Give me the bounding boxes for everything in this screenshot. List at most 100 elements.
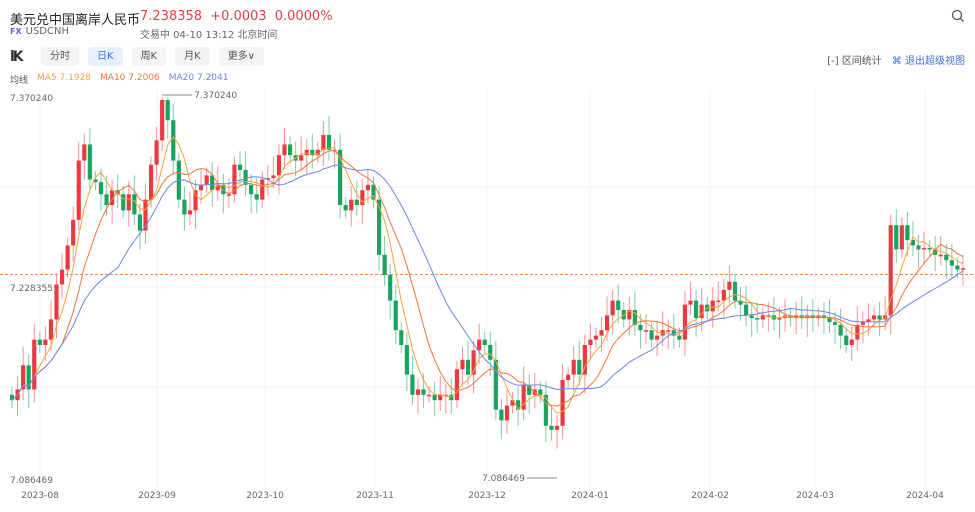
candle-body [655,335,660,340]
candle-body [582,345,587,375]
candle-body [554,425,560,430]
instrument-title: 美元兑中国离岸人民币 [10,13,141,28]
candle-body [955,265,960,270]
candle-body [905,225,910,241]
candle-body [388,275,393,301]
candle-body [415,389,421,395]
price-change-pct: 0.0000% [274,9,333,24]
candle-body [816,315,821,319]
range-stats-button[interactable]: [-] 区间统计 [827,52,882,67]
candle-body [883,315,888,320]
x-tick-label: 2023-10 [246,491,284,501]
range-stats-label: 区间统计 [841,56,882,67]
candle-body [232,164,237,195]
exit-view-icon: ⌘ [891,56,902,67]
ma5-line [11,136,964,414]
candle-body [471,350,476,375]
candle-body [938,254,943,257]
x-tick-label: 2023-09 [138,491,176,501]
candle-body [794,315,799,319]
candle-body [866,319,871,323]
candle-body [454,369,459,401]
ma10-value: MA10 7.2006 [100,73,160,83]
candle-body [410,374,415,395]
candle-body [721,289,726,301]
candle-body [688,300,693,305]
candle-body [276,155,282,176]
candle-body [9,394,15,401]
candle-body [504,405,510,421]
tab-intraday[interactable]: 分时 [41,47,79,66]
candle-body [616,300,621,311]
candle-body [732,281,738,301]
ma5-value: MA5 7.1928 [37,73,92,83]
candle-body [371,184,376,200]
tab-daily-k[interactable]: 日K [88,47,123,66]
candle-body [443,394,448,397]
x-tick-label: 2023-12 [468,491,506,501]
candle-body [427,394,432,397]
candle-body [960,268,966,270]
candle-body [799,315,804,319]
candle-body [404,345,409,375]
candle-body [855,324,860,340]
candle-body [87,144,92,180]
candle-body [421,389,426,395]
candle-body [321,135,326,150]
candle-body [710,300,715,312]
price-change: +0.0003 [210,9,267,24]
candle-body [43,339,48,346]
range-icon: [-] [827,56,839,67]
candle-body [527,385,532,395]
candle-body [299,155,304,161]
candle-body [365,184,371,191]
candle-body [399,330,404,346]
candle-body [577,359,582,375]
candle-body [933,249,938,255]
exit-super-view-button[interactable]: ⌘ 退出超级视图 [892,52,965,67]
candle-body [360,190,365,206]
min-price-label: 7.086469 [482,474,525,484]
candle-body [705,304,710,312]
candle-body [215,184,220,191]
x-tick-label: 2024-02 [691,491,729,501]
candle-body [532,389,537,395]
candle-body [888,225,893,316]
candle-body [293,155,298,161]
candle-body [315,149,320,156]
candle-body [749,315,754,319]
tab-weekly-k[interactable]: 周K [131,47,167,66]
chart-tools: [-] 区间统计 ⌘ 退出超级视图 [827,52,965,67]
x-tick-label: 2023-08 [21,491,59,501]
candle-body [265,178,270,180]
candle-body [193,190,198,211]
ma-legend-label: 均线 [10,76,29,86]
candle-body [521,385,526,410]
candle-body [549,425,554,430]
candle-body [782,315,788,319]
candle-body [766,315,771,317]
candle-body [121,194,126,211]
candle-body [860,322,865,325]
candle-body [271,175,276,179]
candle-body [282,144,287,156]
candle-body [376,199,382,255]
candle-body [604,315,610,331]
candle-body [204,175,209,185]
tab-monthly-k[interactable]: 月K [175,47,210,66]
candle-body [805,315,810,319]
ma-legend: 均线 MA5 7.1928 MA10 7.2006 MA20 7.2041 [10,73,228,86]
candle-body [755,318,760,320]
candle-body [482,339,487,346]
search-icon[interactable] [951,9,965,23]
candle-body [143,199,148,231]
candle-body [916,245,921,250]
candle-body [65,245,70,270]
candle-body [71,219,76,246]
candle-body [827,318,832,323]
candlestick-toggle-icon[interactable]: lK [10,48,24,65]
candle-body [354,199,359,206]
candle-body [599,330,604,336]
candle-body [332,149,337,152]
tab-more[interactable]: 更多∨ [218,47,265,66]
